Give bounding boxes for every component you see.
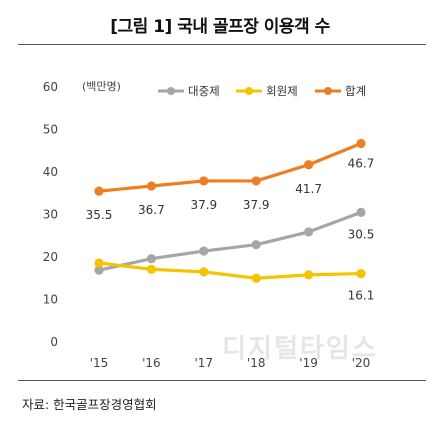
x-tick-label: '19 bbox=[299, 356, 318, 370]
legend-swatch-marker bbox=[167, 87, 175, 95]
data-label: 36.7 bbox=[138, 203, 165, 217]
data-point bbox=[146, 181, 156, 191]
series-group bbox=[94, 138, 366, 283]
title-divider bbox=[18, 44, 426, 45]
y-tick-label: 0 bbox=[50, 335, 58, 349]
x-tick-label: '18 bbox=[247, 356, 266, 370]
x-tick-label: '17 bbox=[195, 356, 214, 370]
data-point bbox=[251, 273, 261, 283]
unit-label: (백만명) bbox=[82, 80, 121, 93]
legend-label: 대중제 bbox=[188, 84, 220, 98]
chart-title: [그림 1] 국내 골프장 이용객 수 bbox=[110, 17, 330, 37]
x-tick-label: '15 bbox=[90, 356, 109, 370]
data-point bbox=[356, 207, 366, 217]
legend-label: 회원제 bbox=[266, 84, 298, 98]
data-point bbox=[199, 267, 209, 277]
data-point bbox=[94, 186, 104, 196]
x-axis: '15 '16 '17 '18 '19 '20 bbox=[90, 356, 371, 370]
data-point bbox=[199, 246, 209, 256]
watermark: 디지털타임스 bbox=[222, 334, 378, 364]
data-point bbox=[304, 160, 314, 170]
series-line bbox=[98, 142, 362, 193]
data-point bbox=[304, 227, 314, 237]
data-point bbox=[356, 268, 366, 279]
data-point bbox=[251, 176, 261, 186]
legend-label: 합계 bbox=[345, 84, 366, 98]
data-label: 37.9 bbox=[190, 198, 217, 212]
source-divider bbox=[18, 380, 426, 381]
legend: 대중제 회원제 합계 bbox=[158, 84, 366, 98]
data-label: 30.5 bbox=[348, 227, 375, 241]
series-line bbox=[98, 210, 362, 272]
data-point bbox=[199, 176, 209, 186]
data-point bbox=[146, 254, 156, 264]
data-point bbox=[304, 270, 314, 280]
data-point bbox=[94, 258, 104, 268]
y-tick-label: 60 bbox=[43, 80, 58, 94]
source-note: 자료: 한국골프장경영협회 bbox=[22, 397, 157, 412]
y-tick-label: 30 bbox=[43, 208, 58, 222]
x-tick-label: '16 bbox=[142, 356, 161, 370]
data-label: 46.7 bbox=[348, 157, 375, 171]
legend-swatch-marker bbox=[324, 87, 332, 95]
data-point bbox=[146, 264, 156, 274]
y-tick-label: 40 bbox=[43, 165, 58, 179]
data-point bbox=[251, 240, 261, 250]
y-tick-label: 10 bbox=[43, 293, 58, 307]
data-label: 41.7 bbox=[295, 182, 322, 196]
series-line bbox=[98, 261, 362, 280]
legend-swatch-marker bbox=[245, 87, 253, 95]
y-tick-label: 50 bbox=[43, 123, 58, 137]
x-tick-label: '20 bbox=[352, 356, 371, 370]
y-tick-label: 20 bbox=[43, 250, 58, 264]
data-label: 16.1 bbox=[348, 289, 375, 303]
y-axis: 0 10 20 30 40 50 60 bbox=[43, 80, 58, 349]
data-label: 35.5 bbox=[86, 208, 113, 222]
data-labels: 35.5 36.7 37.9 37.9 41.7 46.7 30.5 16.1 bbox=[86, 157, 375, 303]
data-label: 37.9 bbox=[243, 198, 270, 212]
data-point bbox=[356, 138, 366, 149]
data-point bbox=[94, 265, 104, 275]
